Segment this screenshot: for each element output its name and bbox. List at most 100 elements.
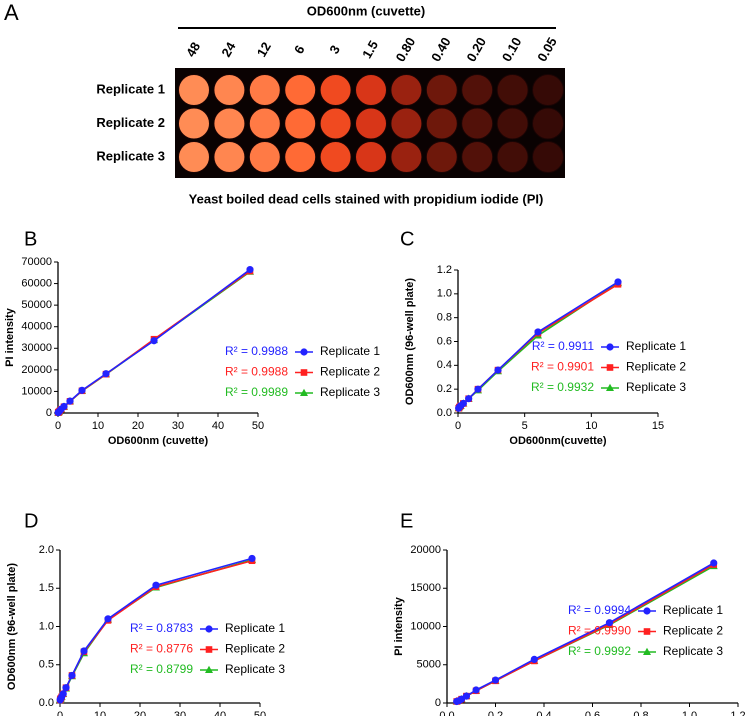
y-axis-label: OD600nm (96-well plate) xyxy=(404,278,416,405)
legend-marker xyxy=(643,607,651,615)
y-tick-label: 1.0 xyxy=(437,288,452,300)
well xyxy=(532,74,564,106)
legend-marker xyxy=(205,665,213,673)
well xyxy=(355,107,387,140)
r-squared: R² = 0.8783 xyxy=(130,621,193,635)
marker xyxy=(710,559,718,567)
y-tick-label: 0.2 xyxy=(437,383,452,395)
image-title: OD600nm (cuvette) xyxy=(307,3,425,18)
well xyxy=(213,141,246,173)
y-tick-label: 0.6 xyxy=(437,335,452,347)
well xyxy=(532,141,564,173)
well xyxy=(178,107,210,140)
y-tick-label: 40000 xyxy=(21,321,52,333)
y-tick-label: 0 xyxy=(435,697,441,709)
image-caption: Yeast boiled dead cells stained with pro… xyxy=(189,191,544,206)
well xyxy=(496,74,529,106)
marker xyxy=(534,328,542,336)
well xyxy=(425,141,458,173)
r-squared: R² = 0.8799 xyxy=(130,662,193,676)
y-tick-label: 50000 xyxy=(21,299,52,311)
column-label: 0.20 xyxy=(463,35,489,64)
well xyxy=(178,141,210,173)
legend-label: Replicate 1 xyxy=(663,603,723,617)
well xyxy=(425,74,458,106)
marker xyxy=(66,397,74,405)
row-label: Replicate 3 xyxy=(96,148,165,163)
y-tick-label: 10000 xyxy=(21,385,52,397)
panel-label: E xyxy=(400,510,413,532)
legend-marker xyxy=(300,369,308,376)
y-tick-label: 0.8 xyxy=(437,312,452,324)
legend-label: Replicate 2 xyxy=(320,365,380,379)
legend-label: Replicate 1 xyxy=(626,339,686,353)
well xyxy=(355,74,387,106)
marker xyxy=(605,619,614,627)
r-squared: R² = 0.9901 xyxy=(531,360,594,374)
column-label: 0.40 xyxy=(428,35,454,64)
x-tick-label: 5 xyxy=(522,420,528,432)
x-tick-label: 1.0 xyxy=(682,710,697,716)
r-squared: R² = 0.9990 xyxy=(568,624,631,638)
well xyxy=(213,107,246,140)
well xyxy=(532,107,564,140)
legend-label: Replicate 2 xyxy=(626,360,686,374)
marker xyxy=(494,366,502,374)
legend-marker xyxy=(205,646,213,653)
panel-label: D xyxy=(24,510,38,532)
legend-label: Replicate 1 xyxy=(320,344,380,358)
column-label: 6 xyxy=(291,43,308,57)
legend-label: Replicate 1 xyxy=(225,621,285,635)
y-tick-label: 10000 xyxy=(410,620,441,632)
row-label: Replicate 2 xyxy=(96,115,165,130)
marker xyxy=(246,265,254,274)
column-label: 12 xyxy=(254,39,274,59)
y-axis-label: PI intensity xyxy=(393,596,405,656)
marker xyxy=(68,671,76,680)
column-label: 3 xyxy=(326,43,343,57)
legend-marker xyxy=(300,348,308,356)
y-tick-label: 60000 xyxy=(21,277,52,289)
marker xyxy=(614,278,622,286)
x-tick-label: 50 xyxy=(254,710,266,716)
well xyxy=(496,107,529,140)
panel-label: A xyxy=(4,0,19,25)
x-tick-label: 0.6 xyxy=(585,710,600,716)
y-axis-label: OD600nm (96-well plate) xyxy=(6,563,18,690)
x-tick-label: 1.2 xyxy=(730,710,745,716)
y-tick-label: 0.4 xyxy=(437,359,452,371)
r-squared: R² = 0.9989 xyxy=(225,385,288,399)
panel-label: C xyxy=(400,228,414,250)
legend-label: Replicate 3 xyxy=(320,385,380,399)
x-tick-label: 10 xyxy=(94,710,106,716)
x-tick-label: 10 xyxy=(585,420,597,432)
marker xyxy=(472,686,480,694)
y-tick-label: 70000 xyxy=(21,256,52,268)
marker xyxy=(465,395,473,403)
r-squared: R² = 0.9994 xyxy=(568,603,631,617)
x-tick-label: 20 xyxy=(134,710,146,716)
well xyxy=(178,74,210,106)
x-axis-label: OD600nm (cuvette) xyxy=(108,435,209,447)
r-squared: R² = 0.9932 xyxy=(531,380,594,394)
marker xyxy=(248,554,256,563)
y-tick-label: 1.0 xyxy=(39,620,54,632)
well xyxy=(284,107,317,140)
x-tick-label: 0.4 xyxy=(536,710,551,716)
y-tick-label: 30000 xyxy=(21,342,52,354)
marker xyxy=(80,647,88,655)
y-tick-label: 2.0 xyxy=(39,544,54,556)
well xyxy=(461,141,494,173)
legend-marker xyxy=(606,383,614,391)
x-tick-label: 0.8 xyxy=(633,710,648,716)
x-tick-label: 0.0 xyxy=(439,710,454,716)
well xyxy=(248,107,281,140)
x-tick-label: 0 xyxy=(57,710,63,716)
x-axis-label: OD600nm(cuvette) xyxy=(509,435,607,447)
well xyxy=(248,74,281,106)
y-tick-label: 1.5 xyxy=(39,582,54,594)
x-tick-label: 30 xyxy=(172,420,184,432)
well xyxy=(319,74,352,106)
well xyxy=(284,74,317,106)
